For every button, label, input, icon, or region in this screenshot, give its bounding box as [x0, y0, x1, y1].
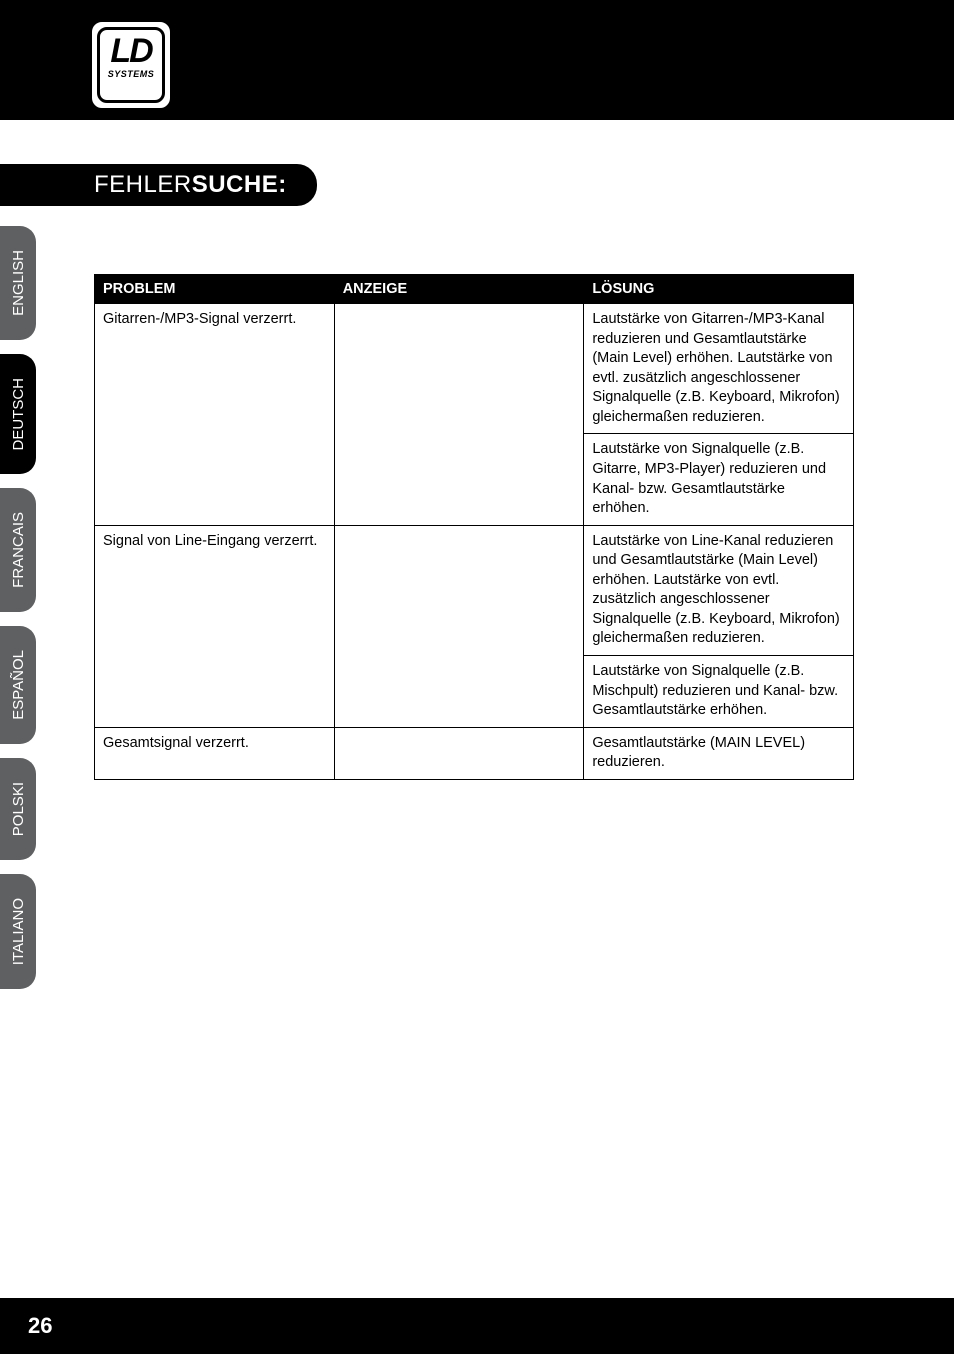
- header-problem: PROBLEM: [95, 275, 335, 304]
- header-loesung: LÖSUNG: [584, 275, 854, 304]
- logo-inner-box: LD SYSTEMS: [97, 27, 165, 103]
- lang-tab-polski[interactable]: POLSKI: [0, 758, 36, 860]
- lang-tab-francais[interactable]: FRANCAIS: [0, 488, 36, 612]
- cell-problem: Signal von Line-Eingang verzerrt.: [95, 525, 335, 727]
- table-header-row: PROBLEM ANZEIGE LÖSUNG: [95, 275, 854, 304]
- brand-logo: LD SYSTEMS: [88, 18, 174, 112]
- table-row: Gitarren-/MP3-Signal verzerrt.Lautstärke…: [95, 304, 854, 434]
- cell-loesung: Lautstärke von Gitarren-/MP3-Kanal reduz…: [584, 304, 854, 434]
- lang-tab-label: ESPAÑOL: [10, 650, 27, 720]
- section-title-bold: SUCHE:: [192, 171, 287, 199]
- cell-loesung: Lautstärke von Signalquelle (z.B. Gitarr…: [584, 434, 854, 525]
- lang-tab-label: ITALIANO: [10, 898, 27, 965]
- header-anzeige: ANZEIGE: [334, 275, 584, 304]
- language-tabs: ENGLISH DEUTSCH FRANCAIS ESPAÑOL POLSKI ITALI…: [0, 226, 36, 989]
- logo-text-main: LD: [110, 36, 151, 67]
- section-title-lead: [0, 164, 94, 206]
- cell-anzeige: [334, 525, 584, 727]
- lang-tab-label: POLSKI: [10, 782, 27, 836]
- cell-problem: Gitarren-/MP3-Signal verzerrt.: [95, 304, 335, 526]
- lang-tab-label: DEUTSCH: [10, 378, 27, 451]
- logo-text-sub: SYSTEMS: [108, 69, 155, 79]
- page-number: 26: [28, 1313, 52, 1339]
- table-body: Gitarren-/MP3-Signal verzerrt. Lautstärke…: [95, 304, 854, 780]
- lang-tab-label: FRANCAIS: [10, 512, 27, 588]
- cell-problem: Gesamtsignal verzerrt.: [95, 727, 335, 779]
- lang-tab-deutsch[interactable]: DEUTSCH: [0, 354, 36, 475]
- section-title: FEHLERSUCHE:: [0, 164, 954, 206]
- page-footer: 26: [0, 1298, 954, 1354]
- troubleshooting-table-wrap: PROBLEM ANZEIGE LÖSUNG Gitarren-/MP3-Sig…: [94, 274, 854, 780]
- lang-tab-label: ENGLISH: [10, 250, 27, 316]
- troubleshooting-table: PROBLEM ANZEIGE LÖSUNG Gitarren-/MP3-Sig…: [94, 274, 854, 780]
- cell-anzeige: [334, 727, 584, 779]
- section-title-pill: FEHLERSUCHE:: [94, 164, 317, 206]
- section-title-light: FEHLER: [94, 171, 192, 199]
- cell-loesung: Lautstärke von Signalquelle (z.B. Mischp…: [584, 656, 854, 728]
- logo-outer-box: LD SYSTEMS: [88, 18, 174, 112]
- lang-tab-italiano[interactable]: ITALIANO: [0, 874, 36, 989]
- table-row: Signal von Line-Eingang verzerrt.Lautstä…: [95, 525, 854, 655]
- cell-loesung: Gesamtlautstärke (MAIN LEVEL) reduzieren…: [584, 727, 854, 779]
- cell-loesung: Lautstärke von Line-Kanal reduzieren und…: [584, 525, 854, 655]
- lang-tab-español[interactable]: ESPAÑOL: [0, 626, 36, 744]
- cell-anzeige: [334, 304, 584, 526]
- table-row: Gesamtsignal verzerrt. Gesamtlautstärke (…: [95, 727, 854, 779]
- lang-tab-english[interactable]: ENGLISH: [0, 226, 36, 340]
